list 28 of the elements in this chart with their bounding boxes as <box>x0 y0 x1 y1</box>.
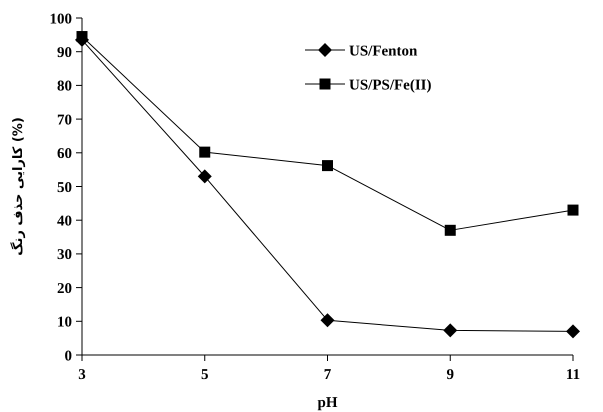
y-tick-label: 100 <box>50 11 72 28</box>
y-tick-label: 30 <box>57 247 72 264</box>
point <box>443 323 458 338</box>
point <box>568 204 578 216</box>
y-tick-label: 70 <box>57 112 72 128</box>
y-tick-label: 40 <box>57 213 72 230</box>
x-tick-label: 11 <box>566 367 580 383</box>
point <box>322 160 333 172</box>
point <box>444 224 456 236</box>
point <box>199 146 210 158</box>
point <box>320 313 334 328</box>
x-axis-title: pH <box>317 395 338 411</box>
legend-label: US/PS/Fe(II) <box>349 77 432 94</box>
x-tick-label: 9 <box>446 367 454 383</box>
point <box>566 324 580 338</box>
y-axis-title: کارایی حذف رنگ (%) <box>10 117 26 256</box>
x-tick-label: 7 <box>324 367 332 383</box>
y-tick-label: 90 <box>57 44 72 61</box>
y-tick-label: 10 <box>57 314 72 331</box>
y-tick-label: 60 <box>57 146 72 162</box>
legend-label: US/Fenton <box>349 43 418 60</box>
point <box>198 169 212 184</box>
x-tick-label: 5 <box>201 367 208 383</box>
y-tick-label: 80 <box>57 78 72 95</box>
y-tick-label: 0 <box>64 348 72 364</box>
y-tick-label: 20 <box>57 280 72 297</box>
y-tick-label: 50 <box>57 180 72 196</box>
x-tick-label: 3 <box>78 367 86 383</box>
